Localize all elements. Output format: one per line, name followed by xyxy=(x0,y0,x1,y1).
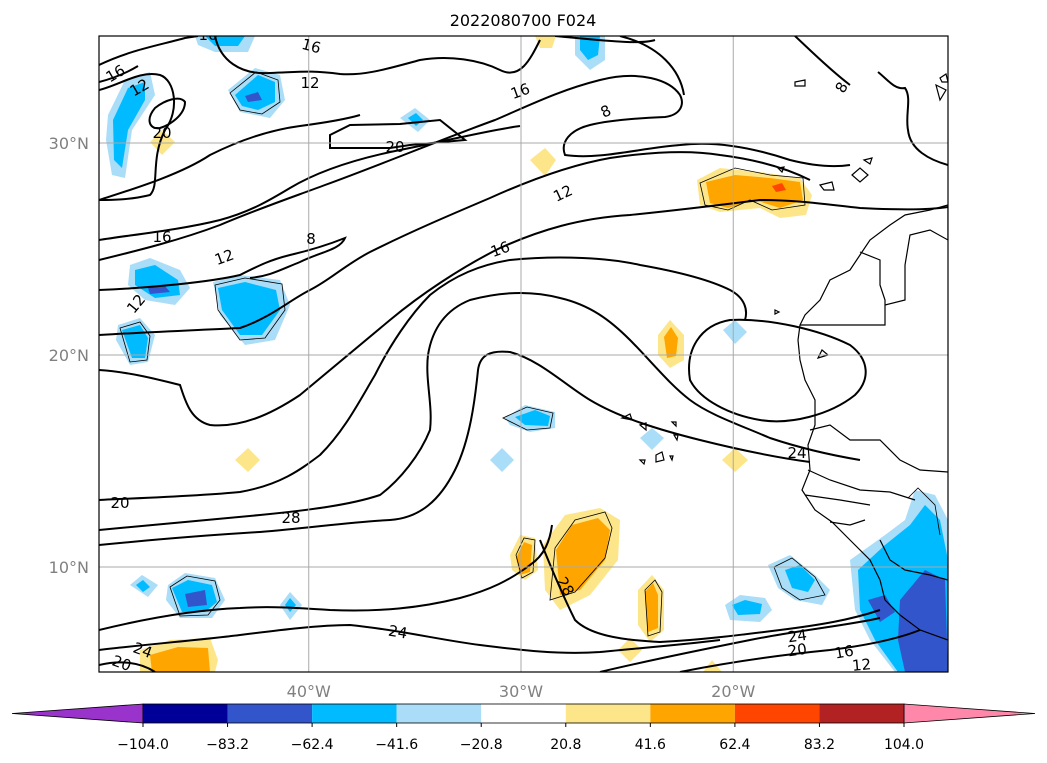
lon-tick-label: 40°W xyxy=(287,682,331,701)
contour-label: 16 xyxy=(198,26,217,44)
lat-tick-label: 30°N xyxy=(49,134,89,153)
colorbar-bin xyxy=(650,704,735,723)
colorbar-tick-label: −104.0 xyxy=(117,737,169,753)
chart-title: 2022080700 F024 xyxy=(450,11,597,30)
colorbar-bin xyxy=(143,704,228,723)
colorbar-bin xyxy=(481,704,566,723)
plot-frame xyxy=(98,35,949,673)
colorbar-bin xyxy=(819,704,904,723)
contour-label: 24 xyxy=(787,444,806,462)
colorbar-tick-label: 62.4 xyxy=(719,737,750,753)
colorbar-extend-left xyxy=(11,703,144,724)
contour-label-group: 16 12 16 12 16 20 20 8 12 16 8 16 12 12 … xyxy=(103,26,872,675)
map-area: 16 12 16 12 16 20 20 8 12 16 8 16 12 12 … xyxy=(99,26,948,675)
contour-label: 16 xyxy=(508,80,532,103)
contour-label: 28 xyxy=(281,509,300,527)
colorbar-tick-label: 41.6 xyxy=(635,737,666,753)
colorbar-tick-label: −83.2 xyxy=(206,737,249,753)
colorbar-tick-label: 20.8 xyxy=(550,737,581,753)
lat-tick-label: 10°N xyxy=(49,558,89,577)
contour-label: 12 xyxy=(300,74,319,92)
colorbar-tick-label: −20.8 xyxy=(460,737,503,753)
contour-label: 16 xyxy=(152,228,171,246)
colorbar-tick-label: −62.4 xyxy=(291,737,334,753)
contour-label: 8 xyxy=(306,230,316,248)
colorbar-bin xyxy=(312,704,397,723)
colorbar-extend-right xyxy=(903,703,1036,724)
contour-label: 20 xyxy=(385,138,404,156)
contour-label: 20 xyxy=(787,640,808,660)
contour-label: 12 xyxy=(851,655,872,675)
contour-lines xyxy=(99,36,948,672)
colorbar-tick-label: −41.6 xyxy=(375,737,418,753)
lon-tick-label: 20°W xyxy=(711,682,755,701)
coastlines xyxy=(620,73,948,641)
colorbar-bin xyxy=(396,704,482,723)
contour-label: 24 xyxy=(387,622,409,643)
contour-label: 24 xyxy=(787,626,808,646)
contour-label: 16 xyxy=(300,35,323,57)
colorbar-tick-label: 83.2 xyxy=(804,737,835,753)
gridlines xyxy=(99,36,948,672)
contour-label: 20 xyxy=(110,652,134,675)
contour-label: 20 xyxy=(110,494,129,512)
contour-label: 12 xyxy=(212,246,236,269)
contour-label: 20 xyxy=(152,124,171,142)
lat-tick-label: 20°N xyxy=(49,346,89,365)
colorbar-frame xyxy=(142,703,905,724)
contour-label: 16 xyxy=(833,642,855,663)
colorbar-tick-label: 104.0 xyxy=(884,737,924,753)
shaded-regions xyxy=(106,36,948,672)
colorbar-bin xyxy=(734,704,820,723)
colorbar-bin xyxy=(565,704,651,723)
lon-tick-label: 30°W xyxy=(499,682,543,701)
colorbar: −104.0 −83.2 −62.4 −41.6 −20.8 20.8 41.6 62.4 83… xyxy=(11,703,1036,753)
contour-label: 16 xyxy=(488,238,512,261)
colorbar-bin xyxy=(227,704,313,723)
axis-ticks: 40°W 30°W 20°W 30°N 20°N 10°N xyxy=(49,134,756,701)
contour-label: 24 xyxy=(131,639,155,662)
